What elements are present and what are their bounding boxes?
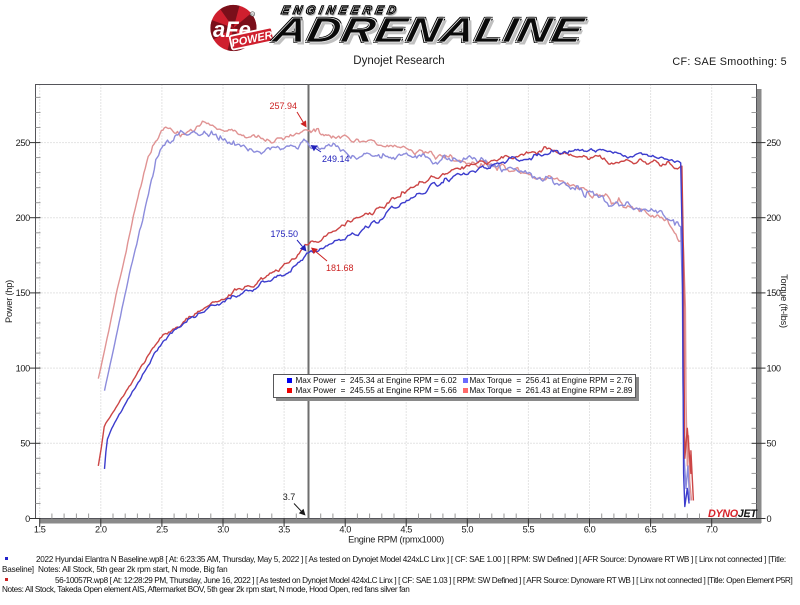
svg-text:0: 0: [767, 514, 772, 524]
svg-text:250: 250: [16, 138, 30, 148]
svg-text:4.5: 4.5: [400, 524, 412, 534]
svg-text:181.68: 181.68: [326, 263, 354, 273]
svg-text:175.50: 175.50: [270, 229, 298, 239]
svg-text:6.0: 6.0: [584, 524, 596, 534]
svg-text:2.5: 2.5: [156, 524, 168, 534]
svg-text:3.5: 3.5: [278, 524, 290, 534]
svg-text:6.5: 6.5: [645, 524, 657, 534]
svg-text:DYNOJET: DYNOJET: [708, 508, 758, 520]
svg-text:250: 250: [767, 138, 781, 148]
svg-text:150: 150: [767, 288, 781, 298]
svg-text:3.7: 3.7: [283, 492, 296, 502]
svg-text:150: 150: [16, 288, 30, 298]
svg-text:4.0: 4.0: [339, 524, 351, 534]
svg-text:200: 200: [16, 213, 30, 223]
svg-text:200: 200: [767, 213, 781, 223]
svg-text:50: 50: [767, 439, 777, 449]
svg-text:257.94: 257.94: [269, 101, 297, 111]
svg-text:R: R: [251, 13, 254, 17]
svg-text:100: 100: [16, 363, 30, 373]
svg-text:Power (hp): Power (hp): [4, 280, 14, 323]
svg-text:249.14: 249.14: [322, 154, 350, 164]
svg-text:1.5: 1.5: [34, 524, 46, 534]
svg-text:Torque (ft-lbs): Torque (ft-lbs): [779, 274, 789, 328]
svg-text:5.0: 5.0: [462, 524, 474, 534]
svg-text:2.0: 2.0: [95, 524, 107, 534]
svg-text:100: 100: [767, 363, 781, 373]
svg-text:Engine RPM (rpmx1000): Engine RPM (rpmx1000): [348, 535, 444, 545]
svg-text:7.0: 7.0: [706, 524, 718, 534]
svg-text:50: 50: [20, 439, 30, 449]
svg-text:0: 0: [25, 514, 30, 524]
svg-text:5.5: 5.5: [523, 524, 535, 534]
svg-text:3.0: 3.0: [217, 524, 229, 534]
